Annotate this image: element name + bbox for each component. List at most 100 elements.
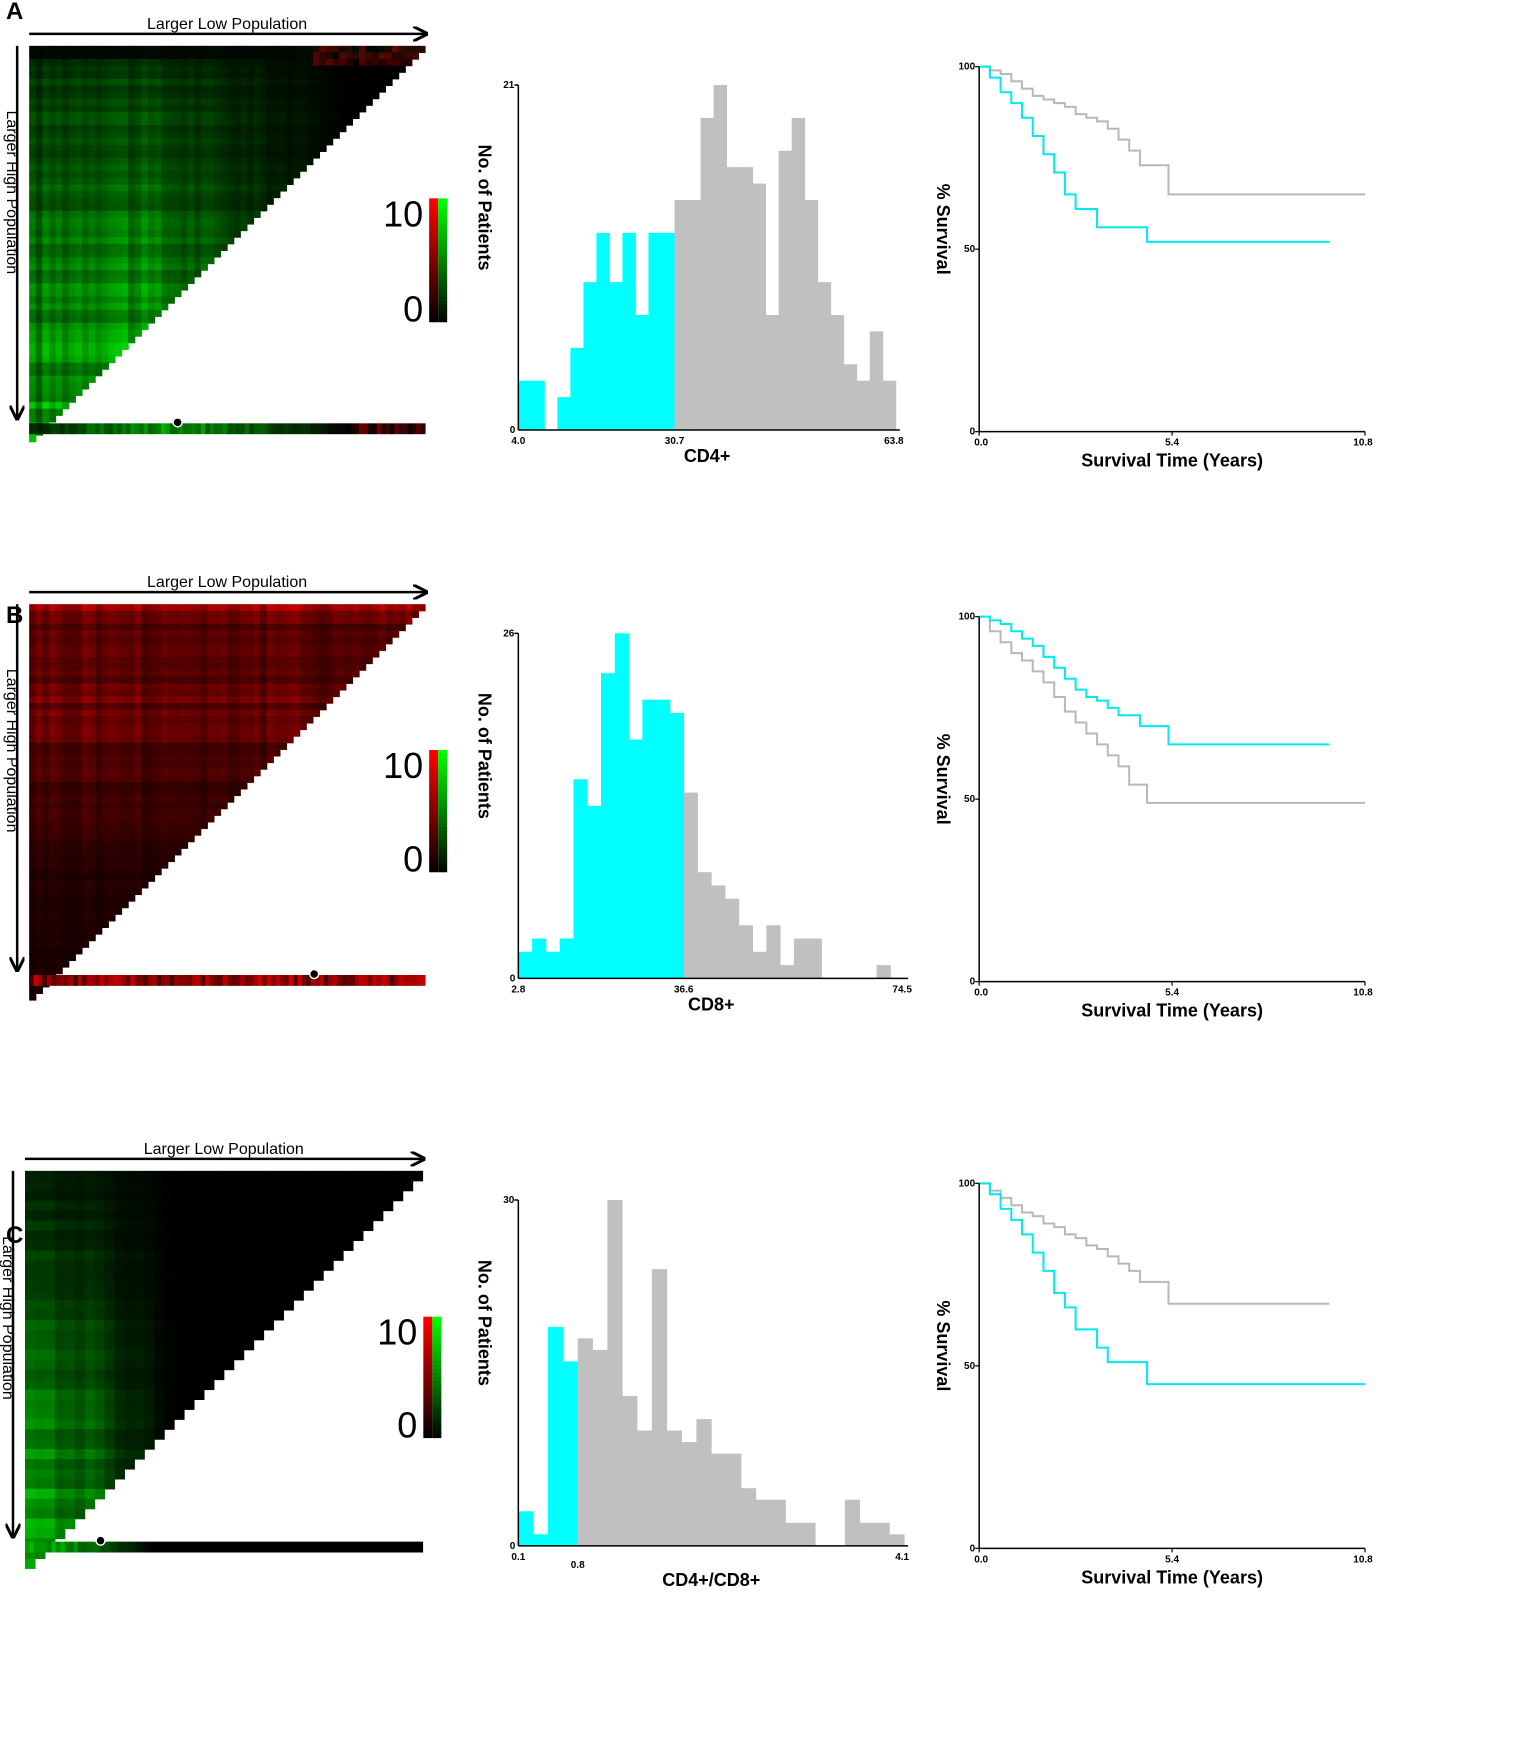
heatmap-cell [246, 716, 255, 724]
heatmap-cell [29, 164, 37, 172]
heatmap-cell [108, 630, 116, 638]
heatmap-cell [167, 98, 175, 106]
heatmap-cell [134, 1240, 145, 1251]
histogram-y-title: No. of Patients [474, 144, 494, 270]
heatmap-cell [44, 1270, 56, 1281]
heatmap-cell [243, 1339, 255, 1351]
heatmap-cell [312, 78, 321, 87]
heatmap-cell [55, 250, 63, 258]
heatmap-cell [42, 131, 50, 139]
heatmap-cell [161, 788, 169, 797]
heatmap-cell [34, 1240, 46, 1251]
heatmap-cell [62, 105, 70, 113]
heatmap-cell [62, 947, 70, 955]
heatmap-cell [194, 630, 202, 638]
heatmap-cell [108, 729, 116, 737]
heatmap-cell [220, 689, 228, 698]
heatmap-cell [54, 1379, 66, 1391]
heatmap-cell [95, 322, 103, 331]
heatmap-cell [88, 184, 96, 192]
heatmap-cell [128, 223, 136, 232]
heatmap-cell [75, 722, 83, 731]
heatmap-cell [147, 670, 156, 678]
heatmap-cell [81, 144, 90, 152]
heatmap-cell [62, 755, 70, 764]
heatmap-cell [42, 355, 50, 364]
heatmap-cell [220, 610, 228, 618]
heatmap-bar-cell [301, 975, 307, 986]
heatmap-cell [29, 920, 37, 929]
heatmap-cell [286, 105, 294, 113]
heatmap-cell [167, 289, 175, 298]
heatmap-cell [128, 157, 136, 166]
heatmap-bar-cell [29, 1541, 35, 1553]
heatmap-cell [161, 256, 169, 265]
heatmap-cell [75, 336, 83, 344]
heatmap-cell [114, 316, 123, 324]
heatmap-cell [306, 610, 314, 618]
heatmap-cell [81, 815, 90, 823]
histogram-ymin-label: 0 [510, 425, 516, 436]
heatmap-cell [154, 1190, 165, 1202]
scale-green-cell [438, 754, 448, 759]
heatmap-cell [35, 289, 43, 298]
heatmap-cell [108, 197, 116, 205]
heatmap-cell [207, 703, 215, 711]
heatmap-cell [293, 157, 301, 166]
heatmap-cell [213, 190, 222, 199]
heatmap-cell [233, 223, 241, 232]
heatmap-cell [114, 894, 123, 902]
heatmap-cell [279, 617, 288, 625]
heatmap-bar-cell [77, 423, 83, 435]
heatmap-cell [174, 276, 182, 284]
scale-red-cell [429, 847, 439, 852]
heatmap-cell [233, 131, 241, 139]
heatmap-cell [114, 1230, 125, 1241]
heatmap-cell [180, 125, 189, 133]
heatmap-cell [147, 623, 156, 632]
heatmap-cell [385, 52, 393, 60]
heatmap-cell [121, 769, 129, 777]
heatmap-cell [194, 610, 202, 618]
heatmap-cell [141, 689, 149, 698]
heatmap-cell [48, 808, 57, 816]
heatmap-cell [147, 841, 156, 849]
heatmap-cell [48, 388, 57, 397]
heatmap-cell [260, 52, 268, 60]
heatmap-cell [121, 329, 129, 337]
heatmap-cell [101, 355, 109, 364]
heatmap-cell [94, 1300, 106, 1311]
heatmap-cell [55, 217, 63, 225]
heatmap-cell [147, 223, 156, 232]
heatmap-cell [161, 637, 169, 645]
heatmap-cell [64, 1210, 76, 1222]
heatmap-cell [62, 663, 70, 671]
heatmap-cell [88, 775, 96, 783]
heatmap-cell [220, 709, 228, 717]
heatmap-cell [174, 663, 182, 671]
heatmap-cell [246, 670, 255, 678]
histogram-bar [518, 380, 532, 430]
heatmap-cell [64, 1270, 76, 1281]
heatmap-cell [114, 125, 123, 133]
heatmap-cell [101, 841, 109, 849]
heatmap-cell [141, 303, 149, 311]
heatmap-bar-cell [372, 975, 378, 986]
heatmap-cell [108, 52, 116, 60]
heatmap-cell [154, 683, 162, 691]
heatmap-bar-cell [68, 423, 74, 435]
heatmap-bar-cell [165, 975, 171, 986]
heatmap-cell [144, 1280, 155, 1291]
heatmap-cell [35, 663, 43, 671]
heatmap-cell [184, 1339, 195, 1351]
heatmap-cell [94, 1319, 106, 1331]
heatmap-cell [95, 336, 103, 344]
heatmap-cell [227, 775, 235, 783]
heatmap-cell [273, 643, 281, 651]
heatmap-cell [95, 650, 103, 658]
heatmap-cell [187, 92, 195, 100]
heatmap-cell [29, 901, 37, 909]
heatmap-cell [207, 656, 215, 665]
heatmap-cell [273, 1170, 284, 1182]
